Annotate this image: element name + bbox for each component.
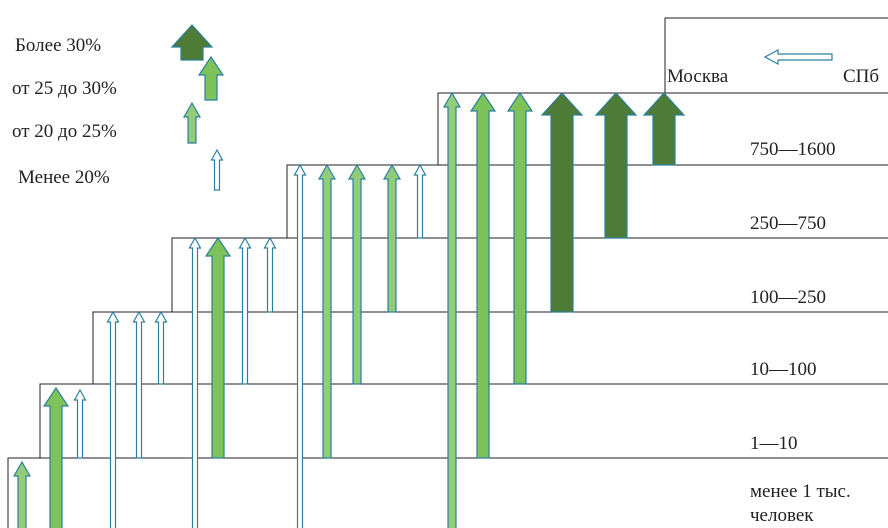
arrow xyxy=(154,310,168,385)
arrow xyxy=(642,92,686,166)
legend-label: Более 30% xyxy=(15,35,101,56)
arrow xyxy=(12,460,32,528)
steps-outline xyxy=(7,17,888,528)
level-label: человек xyxy=(750,505,814,526)
arrow xyxy=(238,236,252,385)
arrow xyxy=(506,91,534,385)
arrow xyxy=(263,236,277,313)
arrow xyxy=(540,92,584,313)
arrow xyxy=(188,236,202,528)
legend-label: от 25 до 30% xyxy=(12,78,117,99)
arrow xyxy=(317,163,337,459)
arrow xyxy=(182,101,202,144)
arrow xyxy=(210,148,224,191)
city-label: СПб xyxy=(843,66,879,87)
arrow xyxy=(132,310,146,459)
arrow xyxy=(469,91,497,459)
arrow xyxy=(442,91,462,528)
arrow xyxy=(347,163,367,385)
level-label: менее 1 тыс. xyxy=(750,481,851,502)
legend-label: Менее 20% xyxy=(18,167,110,188)
arrow xyxy=(382,163,402,313)
arrow xyxy=(197,55,225,101)
legend-label: от 20 до 25% xyxy=(12,121,117,142)
arrows xyxy=(12,24,686,528)
level-label: 750—1600 xyxy=(750,139,836,160)
level-label: 250—750 xyxy=(750,213,826,234)
staircase xyxy=(7,17,888,528)
arrow xyxy=(106,310,120,528)
arrow xyxy=(42,386,70,528)
arrow xyxy=(293,163,307,528)
arrow xyxy=(413,163,427,239)
level-label: 1—10 xyxy=(750,433,798,454)
arrow xyxy=(73,388,87,459)
arrow xyxy=(204,236,232,459)
city-label: Москва xyxy=(667,66,729,87)
level-label: 100—250 xyxy=(750,287,826,308)
arrow xyxy=(594,92,638,239)
level-label: 10—100 xyxy=(750,359,817,380)
left-arrow xyxy=(763,48,833,66)
arrow xyxy=(170,24,214,61)
